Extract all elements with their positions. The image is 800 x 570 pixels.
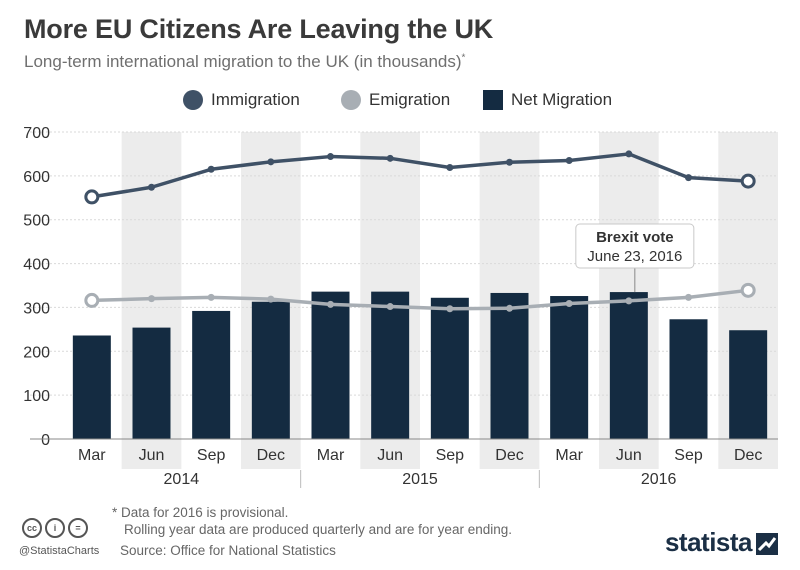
- emigration-point: [506, 304, 513, 312]
- y-tick-label: 600: [23, 169, 50, 186]
- immigration-line: [91, 152, 749, 199]
- immigration-point: [565, 157, 573, 165]
- legend-swatch-immigration: [183, 90, 203, 110]
- license-icons: cc i =: [22, 518, 88, 538]
- x-tick-label: Mar: [555, 447, 583, 464]
- immigration-point: [148, 183, 155, 191]
- legend-swatch-emigration: [341, 90, 361, 110]
- y-tick-label: 300: [23, 300, 50, 317]
- statista-logo[interactable]: statista: [664, 527, 753, 557]
- net-migration-bar: [490, 292, 529, 439]
- attribution-icon: i: [45, 518, 65, 538]
- footnote: * Data for 2016 is provisional. Rolling …: [112, 504, 512, 538]
- legend-swatch-net-migration: [483, 90, 503, 110]
- immigration-point: [506, 158, 513, 166]
- net-migration-bar: [430, 297, 469, 439]
- immigration-point: [327, 153, 334, 161]
- legend-label-emigration: Emigration: [369, 90, 451, 109]
- emigration-point: [327, 300, 334, 308]
- y-tick-label: 700: [23, 125, 50, 142]
- emigration-point: [207, 293, 215, 301]
- net-migration-bar: [371, 291, 410, 439]
- emigration-point: [740, 282, 756, 298]
- x-tick-label: Dec: [495, 447, 523, 464]
- legend-label-net-migration: Net Migration: [511, 90, 613, 109]
- immigration-point: [386, 154, 394, 162]
- subtitle-text: Long-term international migration to the…: [24, 52, 462, 71]
- emigration-point: [565, 299, 573, 307]
- net-migration-bar: [72, 335, 111, 439]
- x-tick-label: Mar: [317, 447, 345, 464]
- statista-logo-icon: [756, 533, 778, 555]
- immigration-point: [84, 189, 100, 205]
- x-tick-label: Sep: [197, 447, 226, 464]
- y-tick-label: 400: [23, 257, 50, 274]
- immigration-point: [685, 174, 692, 182]
- footnote-line-1: * Data for 2016 is provisional.: [112, 505, 289, 520]
- emigration-point: [386, 303, 394, 311]
- source-note: Source: Office for National Statistics: [120, 543, 336, 558]
- emigration-point: [267, 295, 275, 303]
- x-tick-label: Sep: [674, 447, 703, 464]
- y-tick-label: 100: [23, 388, 50, 405]
- x-tick-label: Jun: [139, 447, 165, 464]
- immigration-point: [740, 173, 756, 189]
- immigration-point: [625, 150, 633, 158]
- net-migration-bar: [192, 310, 231, 439]
- x-tick-label: Jun: [377, 447, 403, 464]
- legend-item-net-migration: Net Migration: [483, 90, 612, 110]
- chart-title: More EU Citizens Are Leaving the UK: [24, 14, 494, 44]
- immigration-point: [267, 158, 275, 166]
- statista-handle[interactable]: @StatistaCharts: [19, 545, 100, 557]
- legend-label-immigration: Immigration: [211, 90, 300, 109]
- annotation-title: Brexit vote: [596, 229, 674, 246]
- year-label: 2015: [402, 471, 438, 488]
- net-migration-bar: [311, 291, 350, 439]
- x-tick-label: Dec: [257, 447, 285, 464]
- x-tick-label: Jun: [616, 447, 642, 464]
- net-migration-bar: [550, 296, 589, 439]
- x-tick-label: Sep: [436, 447, 465, 464]
- y-tick-label: 0: [41, 432, 50, 449]
- net-migration-bar: [132, 327, 171, 439]
- x-tick-label: Mar: [78, 447, 106, 464]
- emigration-point: [84, 292, 100, 308]
- annotation-box: [575, 223, 695, 269]
- y-tick-label: 500: [23, 213, 50, 230]
- net-migration-bar: [251, 301, 290, 439]
- chart-plot: 0 100 200 300 400 500 600 700 Mar Jun Sep Dec Mar Jun…: [23, 125, 778, 488]
- emigration-point: [148, 295, 155, 303]
- emigration-point: [446, 305, 454, 313]
- legend-item-immigration: Immigration: [183, 90, 300, 110]
- year-label: 2016: [641, 471, 677, 488]
- no-derivatives-icon: =: [68, 518, 88, 538]
- immigration-point: [446, 164, 454, 172]
- emigration-line: [91, 288, 749, 311]
- chart-subtitle: Long-term international migration to the…: [24, 52, 465, 72]
- immigration-point: [207, 165, 215, 173]
- annotation-text: June 23, 2016: [587, 248, 682, 265]
- x-tick-label: Dec: [734, 447, 762, 464]
- legend-item-emigration: Emigration: [341, 90, 450, 110]
- y-tick-label: 200: [23, 344, 50, 361]
- legend: Immigration Emigration Net Migration: [0, 88, 800, 116]
- creative-commons-icon: cc: [22, 518, 42, 538]
- year-label: 2014: [164, 471, 200, 488]
- footnote-line-2: Rolling year data are produced quarterly…: [124, 522, 512, 537]
- subtitle-marker: *: [461, 52, 466, 64]
- net-migration-bar: [609, 292, 648, 439]
- net-migration-bar: [729, 330, 768, 439]
- net-migration-bar: [669, 319, 708, 439]
- emigration-point: [625, 297, 633, 305]
- emigration-point: [685, 293, 692, 301]
